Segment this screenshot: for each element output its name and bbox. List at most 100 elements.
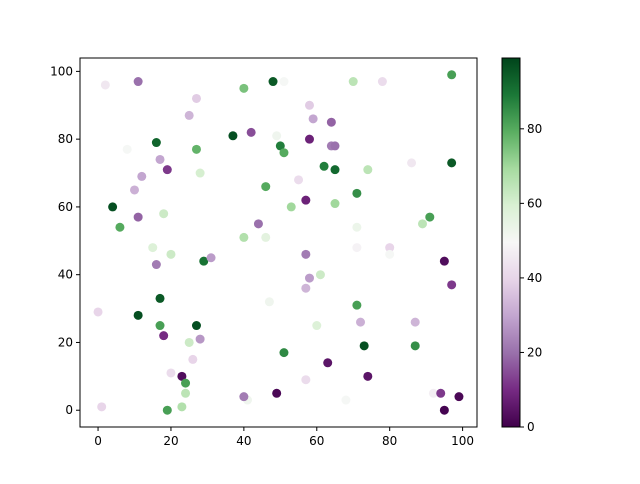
point [439,405,449,415]
point [239,392,249,402]
point [133,212,143,222]
point [100,80,110,90]
point [155,321,165,331]
point [177,402,187,412]
point [261,182,271,192]
point [261,232,271,242]
point [352,222,362,232]
colorbar [501,57,521,428]
x-tick-label: 60 [309,434,324,448]
point [330,165,340,175]
x-tick-label: 100 [451,434,474,448]
y-tick-label: 40 [58,268,73,282]
point [239,232,249,242]
point [326,117,336,127]
point [417,219,427,229]
point [159,331,169,341]
point [195,334,205,344]
point [304,134,314,144]
point [159,209,169,219]
point [356,317,366,327]
point [315,270,325,280]
point [188,354,198,364]
point [385,243,395,253]
point [108,202,118,212]
point [166,249,176,259]
y-tick-label: 20 [58,335,73,349]
x-tick-label: 80 [382,434,397,448]
point [228,131,238,141]
point [439,256,449,266]
point [191,93,201,103]
point [286,202,296,212]
point [133,77,143,87]
point [279,148,289,158]
point [279,348,289,358]
point [272,131,282,141]
y-tick-label: 0 [65,403,73,417]
point [436,388,446,398]
x-tick-label: 20 [163,434,178,448]
point [312,321,322,331]
point [308,114,318,124]
point [191,321,201,331]
point [181,378,191,388]
point [191,144,201,154]
point [359,341,369,351]
point [447,158,457,168]
point [363,165,373,175]
point [148,243,158,253]
point [304,273,314,283]
point [130,185,140,195]
point [428,388,438,398]
point [301,195,311,205]
point [268,77,278,87]
point [407,158,417,168]
x-tick-label: 0 [94,434,102,448]
point [155,293,165,303]
point [304,100,314,110]
y-tick-label: 60 [58,200,73,214]
point [137,171,147,181]
point [279,77,289,87]
point [352,243,362,253]
point [166,368,176,378]
point [410,317,420,327]
point [115,222,125,232]
point [301,283,311,293]
point [385,249,395,259]
point [184,110,194,120]
y-tick-label: 80 [58,132,73,146]
point [151,260,161,270]
point [253,219,263,229]
point [363,371,373,381]
point [323,358,333,368]
colorbar-tick-label: 0 [527,420,535,434]
point [162,405,172,415]
point [151,138,161,148]
point [348,77,358,87]
point [301,249,311,259]
point [377,77,387,87]
point [352,300,362,310]
point [195,168,205,178]
point [177,371,187,381]
point [352,188,362,198]
point [341,395,351,405]
point [301,375,311,385]
colorbar-tick-label: 20 [527,345,542,359]
point [162,165,172,175]
point [275,141,285,151]
point [410,341,420,351]
point [239,83,249,93]
point [133,310,143,320]
point [184,337,194,347]
x-tick-label: 40 [236,434,251,448]
point [272,388,282,398]
axes-frame [79,57,478,428]
colorbar-tick-label: 80 [527,122,542,136]
point [206,253,216,263]
point [330,141,340,151]
